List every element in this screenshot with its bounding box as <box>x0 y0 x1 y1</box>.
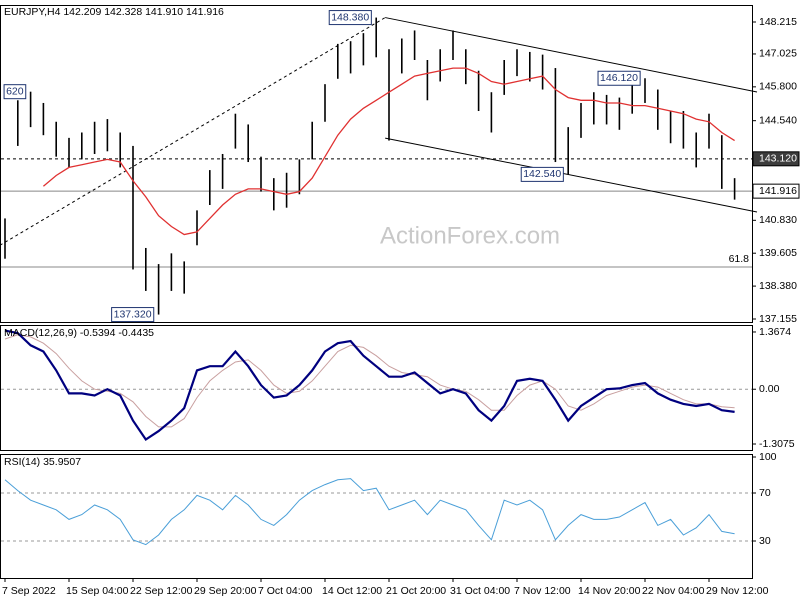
x-tick-label: 14 Oct 12:00 <box>322 585 382 597</box>
price-annotation: 148.380 <box>331 11 369 23</box>
price-annotation-box <box>328 10 372 26</box>
rsi-panel <box>0 454 753 579</box>
rsi-line <box>4 478 735 546</box>
trendline <box>385 17 758 93</box>
price-annotation-box <box>520 166 564 182</box>
trendline <box>0 17 386 246</box>
macd-line <box>4 329 735 442</box>
price-title: EURJPY,H4 142.209 142.328 141.910 141.91… <box>4 6 224 18</box>
y-tick-label: 147.025 <box>759 48 797 60</box>
x-tick-label: 15 Sep 04:00 <box>66 585 129 597</box>
x-tick-label: 22 Nov 04:00 <box>642 585 705 597</box>
price-annotation-box <box>3 84 27 100</box>
signal-line <box>4 334 735 428</box>
level-label: 61.8 <box>729 253 750 265</box>
y-tick-label: 100 <box>759 451 777 463</box>
x-tick-label: 22 Sep 12:00 <box>130 585 193 597</box>
y-tick-label: 140.830 <box>759 214 797 226</box>
y-tick-label: 0.00 <box>759 383 780 395</box>
x-tick-label: 7 Nov 12:00 <box>514 585 571 597</box>
price-annotation: 137.320 <box>114 308 152 320</box>
price-level-box <box>752 183 800 199</box>
x-tick-label: 14 Nov 20:00 <box>578 585 641 597</box>
price-annotation-box <box>597 70 641 86</box>
watermark: ActionForex.com <box>380 222 560 249</box>
y-tick-label: 148.215 <box>759 16 797 28</box>
y-tick-label: 144.540 <box>759 114 797 126</box>
x-tick-label: 29 Nov 12:00 <box>706 585 769 597</box>
y-tick-label: 137.155 <box>759 313 797 325</box>
price-level-label: 141.916 <box>759 185 797 197</box>
macd-panel <box>0 325 753 451</box>
trendline <box>385 137 758 213</box>
y-tick-label: -1.3075 <box>759 438 795 450</box>
y-tick-label: 70 <box>759 487 771 499</box>
x-tick-label: 31 Oct 04:00 <box>450 585 510 597</box>
x-tick-label: 7 Oct 04:00 <box>258 585 312 597</box>
moving-average <box>42 67 735 236</box>
price-level-box <box>752 151 800 167</box>
macd-title: MACD(12,26,9) -0.5394 -0.4435 <box>4 327 154 339</box>
y-tick-label: 139.605 <box>759 247 797 259</box>
price-level-label: 143.120 <box>759 153 797 165</box>
y-tick-label: 145.800 <box>759 81 797 93</box>
y-tick-label: 1.3674 <box>759 326 791 338</box>
price-annotation-box <box>111 307 155 323</box>
y-tick-label: 30 <box>759 535 771 547</box>
price-annotation: 620 <box>6 85 24 97</box>
x-tick-label: 29 Sep 20:00 <box>194 585 257 597</box>
price-annotation: 146.120 <box>600 72 638 84</box>
x-tick-label: 21 Oct 20:00 <box>386 585 446 597</box>
y-tick-label: 138.380 <box>759 280 797 292</box>
price-annotation: 142.540 <box>523 168 561 180</box>
x-tick-label: 7 Sep 2022 <box>2 585 56 597</box>
rsi-title: RSI(14) 35.9507 <box>4 456 81 468</box>
